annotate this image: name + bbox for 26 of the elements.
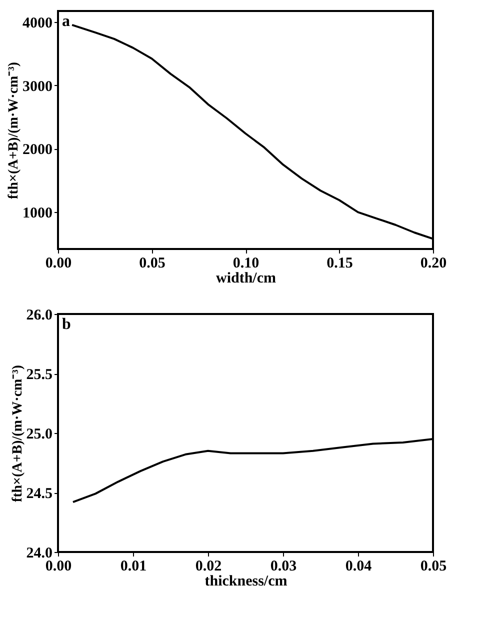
y-tick-label: 4000: [22, 15, 52, 32]
y-tick-label: 3000: [22, 78, 52, 95]
y-tick-label: 26.0: [26, 308, 52, 324]
x-axis-title: thickness/cm: [204, 574, 288, 590]
x-tick-label: 0.03: [270, 558, 297, 574]
y-axis-title: fth×(A+B)/(m·W·cm⁻³): [10, 364, 26, 502]
annotation: b: [62, 316, 71, 333]
x-tick-label: 0.10: [232, 256, 260, 272]
y-tick-label: 24.0: [26, 546, 52, 562]
y-axis-title: fth×(A+B)/(m·W·cm⁻³): [6, 62, 22, 200]
x-tick-label: 0.04: [345, 558, 372, 574]
x-tick-label: 0.20: [420, 256, 447, 272]
x-tick-label: 0.15: [326, 256, 353, 272]
x-tick-label: 0.00: [45, 558, 72, 574]
y-tick-label: 24.5: [26, 486, 52, 502]
y-tick-label: 25.5: [26, 367, 52, 383]
x-tick-label: 0.05: [420, 558, 447, 574]
x-tick-label: 0.05: [139, 256, 166, 272]
x-tick-label: 0.01: [120, 558, 147, 574]
x-tick-label: 0.02: [195, 558, 222, 574]
y-tick-label: 1000: [22, 206, 52, 222]
y-tick-label: 25.0: [26, 426, 52, 442]
annotation: a: [62, 13, 70, 30]
x-axis-title: width/cm: [216, 270, 277, 286]
x-tick-label: 0.00: [45, 256, 72, 272]
y-tick-label: 2000: [22, 142, 52, 158]
